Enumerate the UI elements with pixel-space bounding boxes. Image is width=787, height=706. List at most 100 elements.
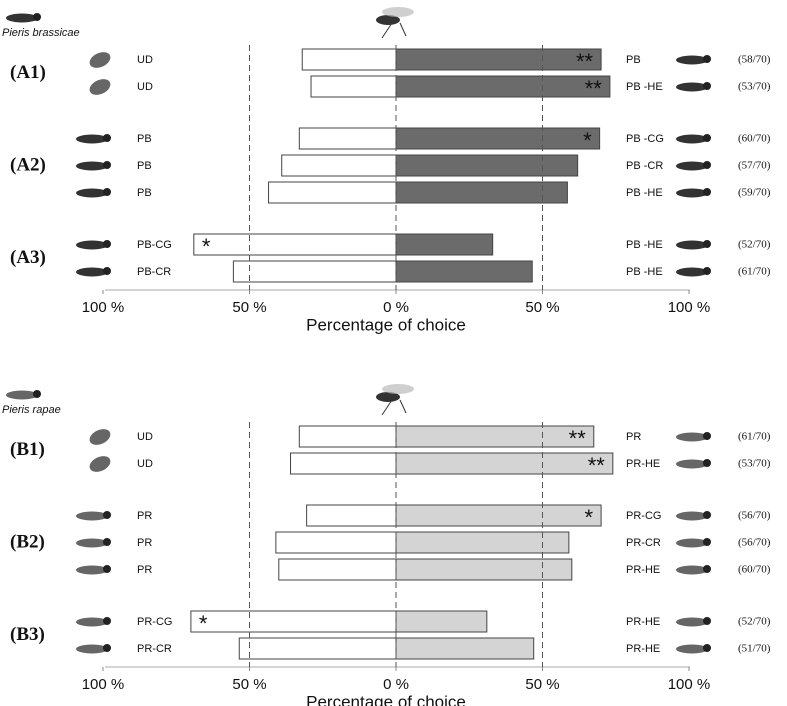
right-label: PB -HE [626, 239, 663, 251]
larva-head [103, 617, 111, 625]
larva-head [103, 511, 111, 519]
count: (61/70) [738, 431, 771, 443]
right-bar [395, 425, 595, 448]
right-label: PR-CG [626, 510, 661, 522]
larva-head [703, 511, 711, 519]
left-bar [238, 637, 397, 660]
group-label: (A2) [10, 154, 46, 175]
left-bar [190, 610, 397, 633]
larva-icon [76, 134, 108, 144]
count: (56/70) [738, 537, 771, 549]
leaf-icon [89, 429, 111, 445]
left-bar [306, 504, 397, 527]
left-label: PB-CR [137, 266, 171, 278]
larva-icon [676, 565, 708, 575]
left-bar [193, 233, 397, 256]
left-label: UD [137, 81, 153, 93]
group-label: (A1) [10, 62, 46, 83]
significance: * [583, 128, 592, 153]
left-bar [298, 127, 397, 150]
left-label: PR-CR [137, 643, 172, 655]
left-label: PB-CG [137, 239, 172, 251]
larva-head [103, 161, 111, 169]
left-label: PR-CG [137, 616, 172, 628]
count: (51/70) [738, 643, 771, 655]
count: (57/70) [738, 160, 771, 172]
significance: ** [569, 426, 587, 451]
left-label: UD [137, 458, 153, 470]
left-label: UD [137, 54, 153, 66]
leaf-icon [89, 79, 111, 95]
right-bar [395, 48, 602, 71]
larva-icon [76, 511, 108, 521]
larva-icon [676, 55, 708, 65]
larva-head [33, 390, 41, 398]
x-tick-label: 50 % [232, 299, 266, 316]
wasp-legs [381, 22, 407, 39]
wasp-icon [376, 15, 400, 25]
larva-icon [676, 134, 708, 144]
right-bar [395, 558, 573, 581]
larva-icon [76, 617, 108, 627]
right-label: PR-HE [626, 616, 660, 628]
larva-head [703, 459, 711, 467]
count: (53/70) [738, 81, 771, 93]
larva-head [703, 82, 711, 90]
right-label: PR-HE [626, 458, 660, 470]
x-tick-label: 100 % [668, 299, 711, 316]
right-bar [395, 154, 579, 177]
larva-head [703, 432, 711, 440]
count: (60/70) [738, 133, 771, 145]
right-bar [395, 181, 568, 204]
significance: ** [585, 76, 603, 101]
leaf-icon [89, 456, 111, 472]
larva-icon [676, 459, 708, 469]
left-label: PR [137, 537, 152, 549]
count: (61/70) [738, 266, 771, 278]
x-tick-label: 100 % [82, 299, 125, 316]
right-label: PB -HE [626, 81, 663, 93]
larva-icon [676, 432, 708, 442]
group-label: (B3) [10, 624, 45, 645]
right-label: PB -HE [626, 187, 663, 199]
larva-head [703, 538, 711, 546]
count: (58/70) [738, 54, 771, 66]
larva-icon [76, 565, 108, 575]
larva-head [103, 267, 111, 275]
larva-head [33, 13, 41, 21]
larva-icon [76, 538, 108, 548]
x-tick-label: 100 % [82, 676, 125, 693]
left-bar [278, 558, 397, 581]
left-label: PR [137, 564, 152, 576]
x-tick-label: 50 % [232, 676, 266, 693]
group-label: (B1) [10, 439, 45, 460]
larva-icon [676, 82, 708, 92]
wasp-wing [382, 7, 414, 17]
larva-head [703, 134, 711, 142]
larva-icon [76, 644, 108, 654]
left-label: PR [137, 510, 152, 522]
right-bar [395, 637, 535, 660]
significance: ** [588, 453, 606, 478]
larva-icon [676, 267, 708, 277]
larva-icon [76, 161, 108, 171]
larva-icon [676, 511, 708, 521]
larva-head [703, 644, 711, 652]
group-label: (A3) [10, 247, 46, 268]
right-bar [395, 260, 533, 283]
larva-icon [76, 267, 108, 277]
x-axis-label: Percentage of choice [306, 692, 466, 706]
x-axis-label: Percentage of choice [306, 315, 466, 334]
larva-head [703, 188, 711, 196]
significance: * [585, 505, 594, 530]
left-bar [290, 452, 397, 475]
larva-head [703, 55, 711, 63]
leaf-icon [89, 52, 111, 68]
right-label: PR-HE [626, 564, 660, 576]
x-tick-label: 100 % [668, 676, 711, 693]
count: (53/70) [738, 458, 771, 470]
larva-icon [6, 13, 38, 23]
count: (60/70) [738, 564, 771, 576]
count: (59/70) [738, 187, 771, 199]
larva-icon [6, 390, 38, 400]
